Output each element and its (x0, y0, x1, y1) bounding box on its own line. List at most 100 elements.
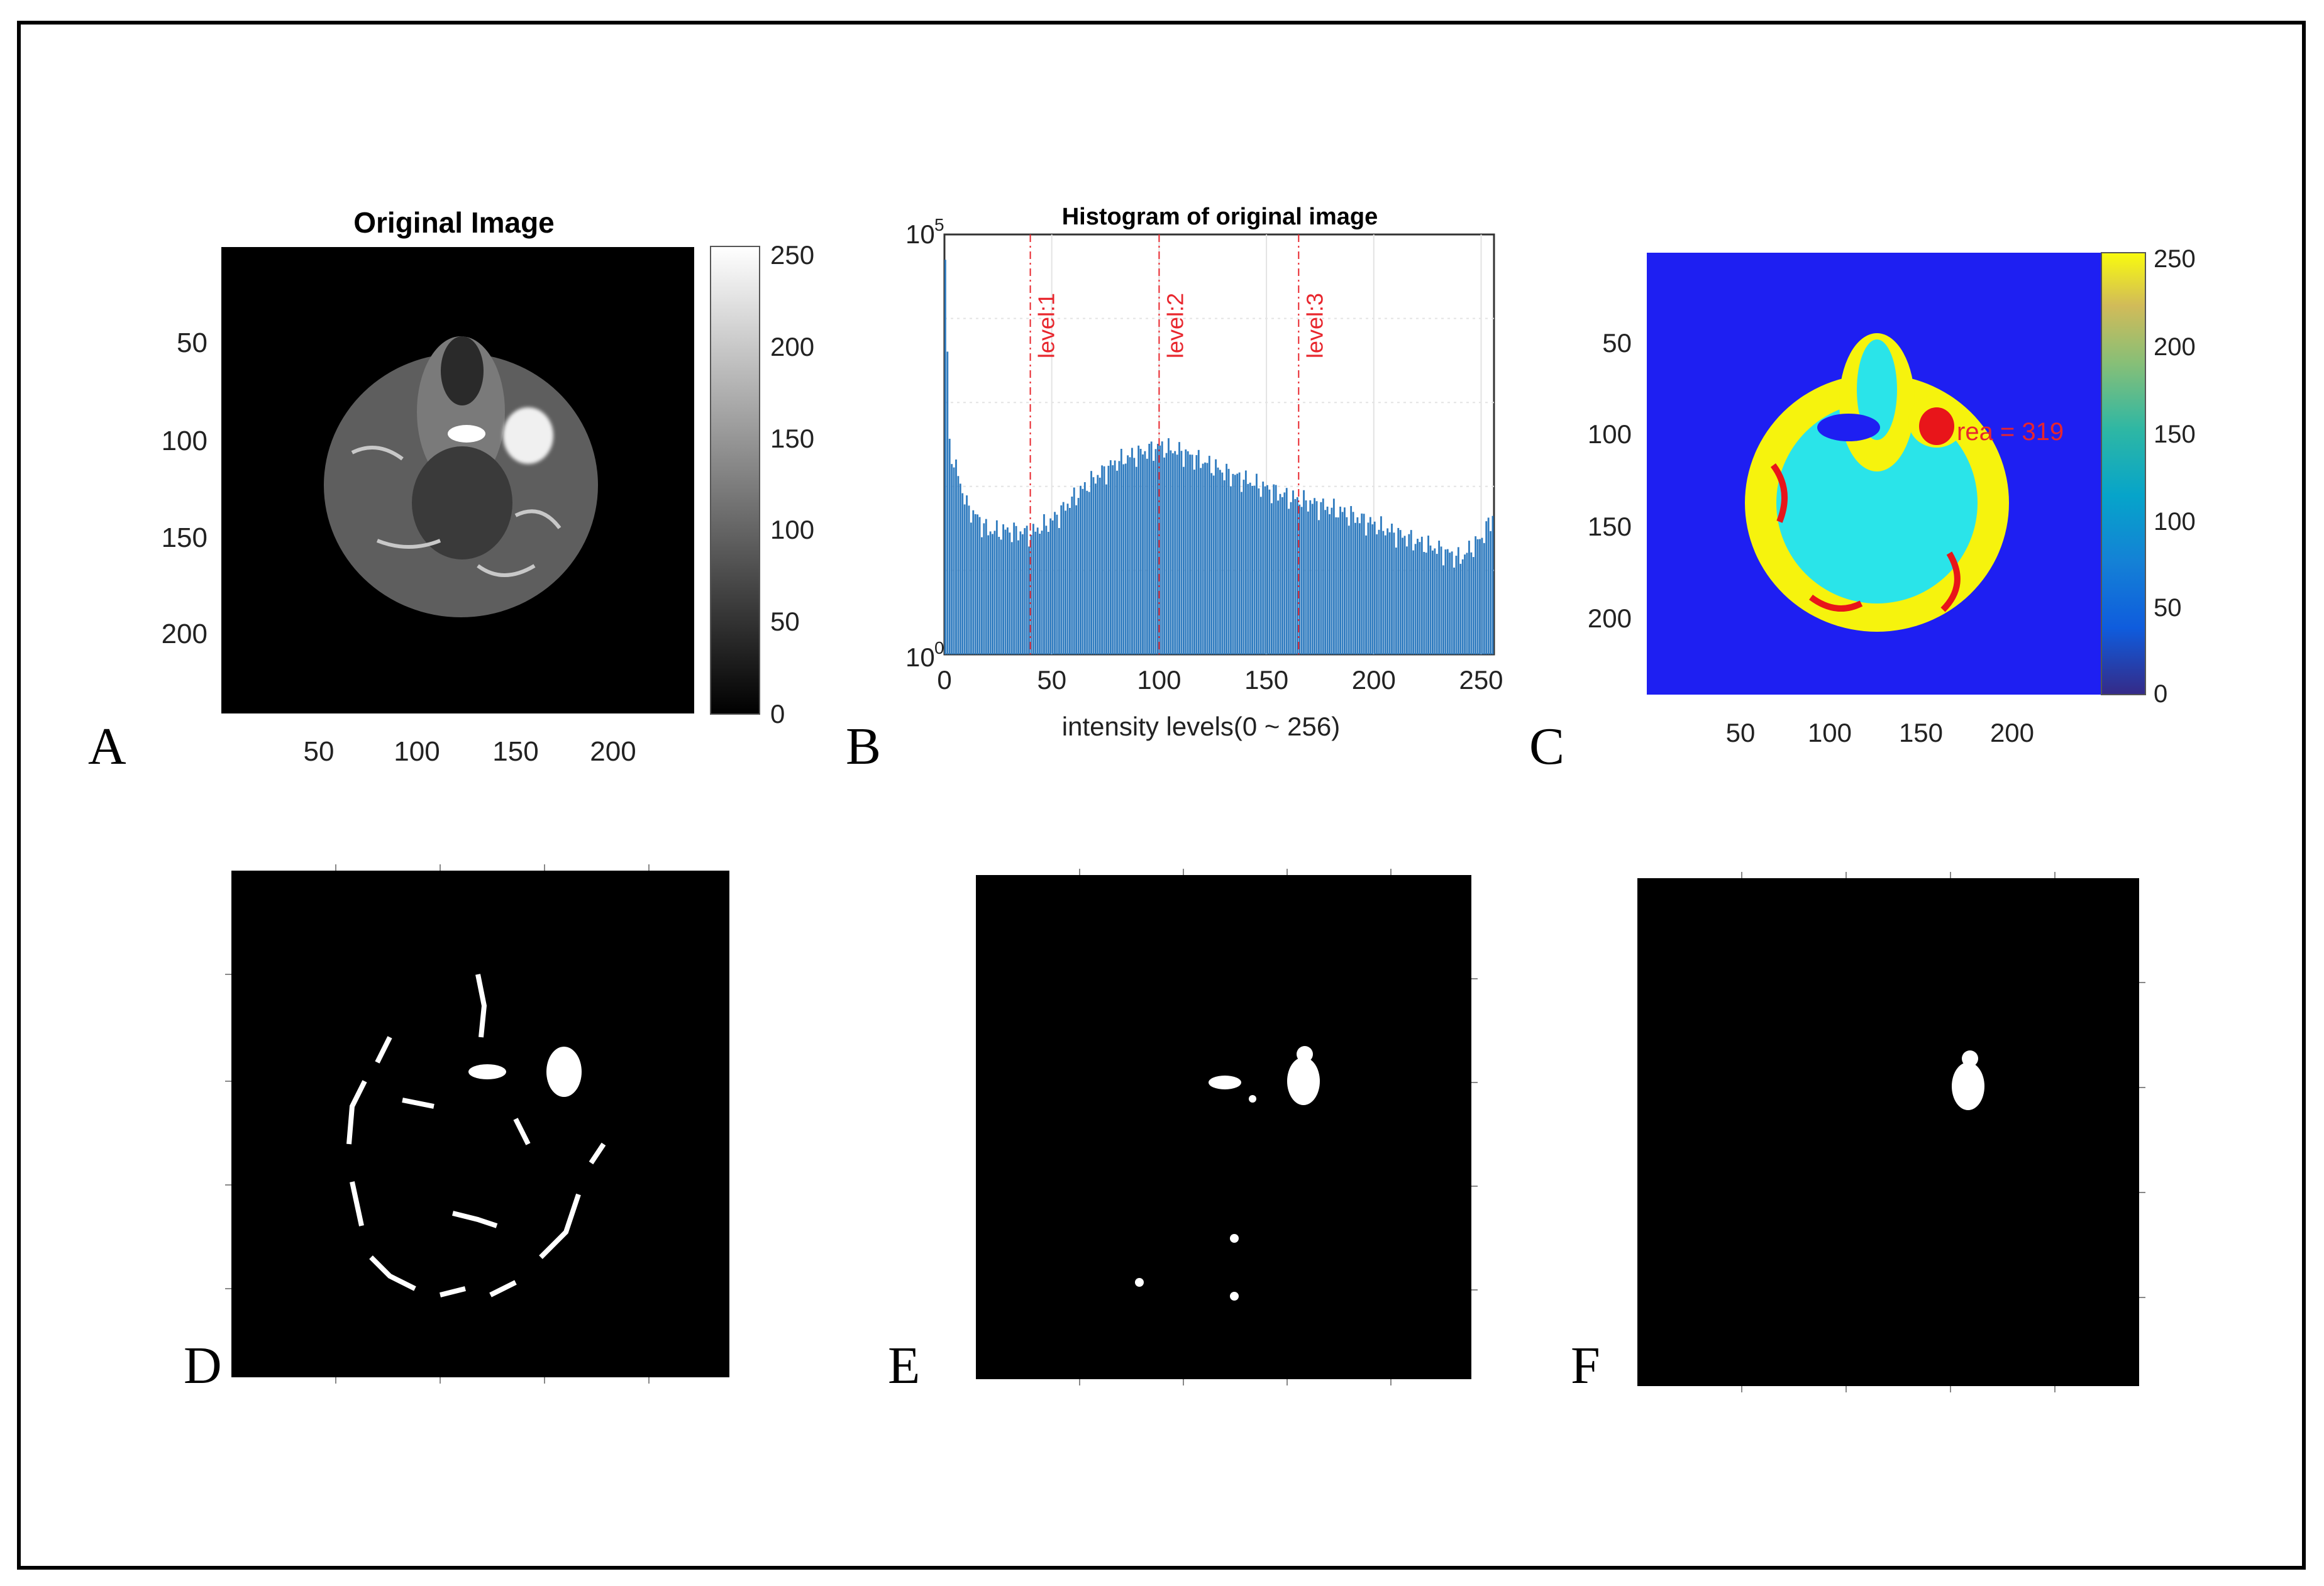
panel-a: Original Image 50 100 150 200 50 100 150… (88, 206, 814, 776)
histogram-bars (944, 260, 1494, 654)
colorbar-tick: 200 (2154, 333, 2196, 361)
histogram-bar (1288, 509, 1290, 654)
histogram-bar (1320, 502, 1322, 654)
histogram-bar (1314, 498, 1316, 654)
histogram-bar (1354, 522, 1356, 654)
histogram-bar (1058, 527, 1060, 654)
histogram-bar (1361, 513, 1363, 654)
histogram-bar (1241, 492, 1242, 654)
histogram-bar (981, 537, 983, 654)
panel-a-ytick: 150 (162, 522, 208, 553)
histogram-bar (1365, 535, 1367, 654)
panel-c-xticks: 50 100 150 200 (1726, 718, 2034, 747)
histogram-bar (1395, 548, 1397, 654)
area-annotation: rea = 319 (1957, 418, 2064, 446)
histogram-bar (1346, 517, 1348, 654)
histogram-bar (1427, 536, 1429, 654)
histogram-bar (1431, 550, 1434, 654)
histogram-bar (977, 514, 979, 654)
histogram-bar (1101, 465, 1104, 654)
histogram-bar (1275, 485, 1277, 654)
histogram-bar (989, 531, 992, 654)
histogram-bar (1307, 511, 1309, 654)
histogram-xtick: 0 (937, 665, 951, 695)
panel-c-yticks: 50 100 150 200 (1588, 328, 1632, 633)
histogram-bar (1026, 526, 1028, 654)
panel-label-d: D (184, 1336, 222, 1395)
histogram-bar (1273, 484, 1275, 654)
histogram-bar (1180, 451, 1183, 654)
histogram-bar (1412, 550, 1415, 654)
histogram-bar (1481, 537, 1483, 654)
histogram-bar (1425, 553, 1427, 654)
histogram-bar (1009, 532, 1011, 654)
histogram-bar (1002, 524, 1004, 654)
histogram-bar (1176, 454, 1178, 654)
histogram-bar (1367, 522, 1370, 654)
panel-c-xtick: 50 (1726, 718, 1756, 747)
histogram-bar (968, 505, 970, 654)
histogram-ytick-base: 10 (905, 219, 935, 249)
histogram-ytick-exponent: 5 (934, 215, 944, 234)
panel-c-colorbar-ticks: 0 50 100 150 200 250 (2154, 245, 2196, 708)
histogram-bar (1045, 526, 1048, 654)
histogram-xtick: 200 (1352, 665, 1396, 695)
histogram-bar (983, 523, 985, 654)
histogram-bar (959, 483, 961, 654)
histogram-bar (1290, 502, 1292, 654)
histogram-bar (1253, 485, 1256, 654)
histogram-bar (1066, 504, 1069, 654)
panel-a-ytick: 200 (162, 619, 208, 649)
histogram-level-lines: level:1 level:2 level:3 (1029, 234, 1327, 654)
histogram-bar (1434, 548, 1436, 654)
histogram-bar (1034, 531, 1037, 654)
panel-label-a: A (88, 717, 126, 776)
histogram-xtick: 50 (1037, 665, 1066, 695)
histogram-bar (1083, 482, 1086, 654)
histogram-bar (1268, 489, 1271, 654)
histogram-bar (1129, 457, 1131, 654)
histogram-bar (1217, 467, 1219, 654)
colorbar-tick: 150 (770, 424, 814, 453)
histogram-bar (1007, 527, 1009, 654)
histogram-bar (1097, 475, 1099, 654)
histogram-yticks: 10 0 10 5 (905, 215, 944, 672)
colorbar-tick: 50 (2154, 594, 2182, 622)
segment-frontal-core (1857, 339, 1897, 440)
histogram-bar (1182, 466, 1185, 654)
panel-label-f: F (1571, 1336, 1600, 1395)
histogram-bar (1202, 463, 1204, 654)
histogram-bar (961, 493, 964, 654)
panel-a-yticks: 50 100 150 200 (162, 328, 208, 649)
panel-a-xtick: 100 (394, 736, 440, 767)
histogram-bar (1103, 466, 1105, 654)
segmented-brain (1745, 333, 2009, 632)
histogram-bar (1154, 449, 1157, 654)
histogram-bar (1056, 514, 1058, 654)
panel-c-xtick: 150 (1899, 718, 1943, 747)
histogram-bar (946, 351, 949, 654)
tumor-red (1919, 407, 1954, 445)
histogram-bar (1384, 535, 1386, 654)
histogram-bar (1234, 475, 1236, 654)
histogram-bar (1021, 534, 1024, 654)
histogram-bar (1329, 514, 1331, 654)
panel-e-ticks (1079, 869, 1478, 1385)
histogram-bar (1098, 477, 1101, 654)
histogram-bar (1032, 524, 1034, 654)
histogram-bar (1318, 520, 1320, 654)
histogram-bar (1341, 512, 1344, 654)
histogram-bar (1088, 492, 1090, 654)
histogram-ytick-base: 10 (905, 642, 935, 672)
panel-e-image (976, 875, 1471, 1379)
panel-f-ticks (1741, 872, 2145, 1392)
histogram-bar (1305, 500, 1307, 654)
tumor-blob (546, 1047, 582, 1097)
histogram-bar (1436, 554, 1438, 654)
histogram-xticks: 0 50 100 150 200 250 (937, 665, 1503, 695)
histogram-bar (1350, 506, 1353, 654)
histogram-bar (1075, 505, 1078, 654)
histogram-bar (1388, 532, 1391, 654)
histogram-bar (1120, 448, 1122, 654)
outer-frame (17, 21, 2306, 1570)
